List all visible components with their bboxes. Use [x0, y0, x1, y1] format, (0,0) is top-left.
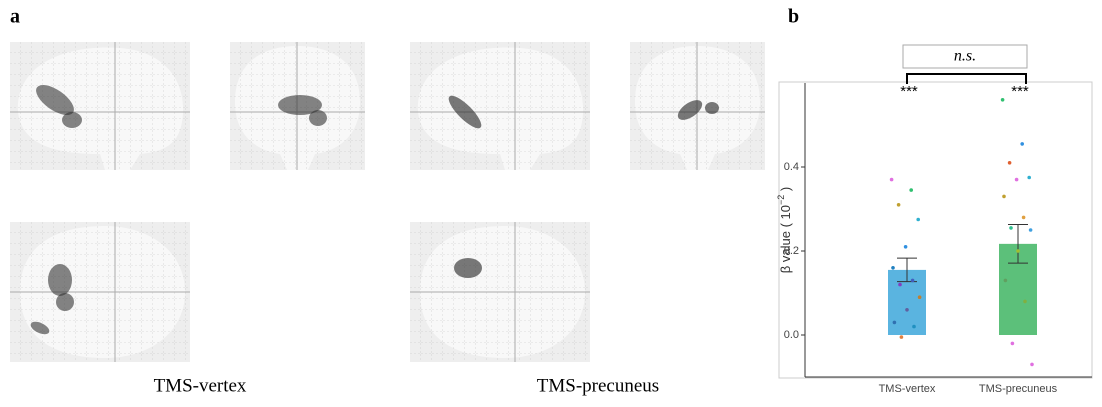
y-label-part: ): [778, 187, 793, 195]
significance: ***: [1011, 83, 1029, 100]
panel-label: a: [10, 6, 20, 28]
panel-label: b: [788, 6, 799, 28]
comparison-label: n.s.: [954, 48, 976, 65]
y-tick-label: 0.2: [784, 245, 799, 257]
data-point: [918, 295, 922, 299]
data-point: [1015, 178, 1019, 182]
y-tick-label: 0.0: [784, 329, 799, 341]
data-point: [912, 325, 916, 329]
x-tick-label: TMS-precuneus: [979, 383, 1058, 395]
activation: [48, 264, 72, 296]
data-point: [911, 279, 915, 283]
caption: TMS-precuneus: [537, 375, 659, 396]
activation: [454, 258, 482, 278]
axial-view: [410, 222, 590, 362]
data-point: [1022, 216, 1026, 220]
brain-group: [410, 42, 765, 362]
y-label-part: β value ( 10: [778, 205, 793, 273]
data-point: [1027, 176, 1031, 180]
plot-frame: [779, 82, 1092, 378]
caption: TMS-vertex: [154, 375, 247, 396]
data-point: [1030, 363, 1034, 367]
data-point: [891, 266, 895, 270]
data-point: [905, 308, 909, 312]
data-point: [900, 335, 904, 339]
data-point: [1009, 226, 1013, 230]
data-point: [1011, 342, 1015, 346]
activation: [62, 112, 82, 128]
data-point: [898, 283, 902, 287]
data-point: [890, 178, 894, 182]
data-point: [1020, 142, 1024, 146]
axial-view: [10, 222, 190, 362]
activation: [705, 102, 719, 114]
y-axis-label: β value ( 10−2 ): [776, 187, 793, 273]
data-point: [1023, 300, 1027, 304]
sagittal-view: [10, 42, 190, 170]
data-point: [904, 245, 908, 249]
data-point: [916, 218, 920, 222]
data-point: [909, 188, 913, 192]
significance: ***: [900, 83, 918, 100]
y-tick-label: 0.4: [784, 161, 799, 173]
x-tick-label: TMS-vertex: [879, 383, 936, 395]
brain-group: [10, 42, 365, 362]
data-point: [893, 321, 897, 325]
data-point: [1002, 195, 1006, 199]
sagittal-view: [410, 42, 590, 170]
data-point: [897, 203, 901, 207]
data-point: [1004, 279, 1008, 283]
activation: [309, 110, 327, 126]
activation: [56, 293, 74, 311]
data-point: [1029, 228, 1033, 232]
data-point: [1001, 98, 1005, 102]
data-point: [1008, 161, 1012, 165]
figure: a TMS-vertex TMS-precuneus b n.s. β valu…: [0, 0, 1102, 407]
y-label-part: −2: [776, 195, 786, 205]
data-point: [1016, 249, 1020, 253]
page: a TMS-vertex TMS-precuneus b n.s. β valu…: [0, 0, 1102, 407]
